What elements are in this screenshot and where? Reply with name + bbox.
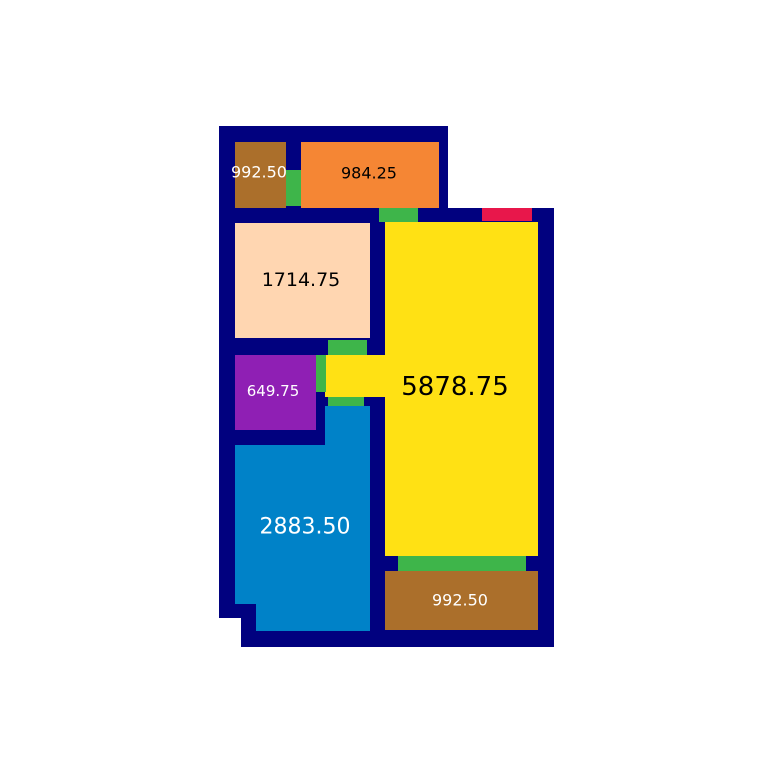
room-blue [235, 406, 370, 631]
entrance-door [482, 208, 532, 221]
room-yellow [325, 222, 538, 556]
door-top-left [286, 170, 301, 206]
door-peach [328, 340, 367, 355]
room-purple [235, 355, 316, 430]
room-label-top-orange: 984.25 [341, 164, 397, 183]
room-bottom-brown [385, 571, 538, 630]
rooms [235, 142, 538, 631]
door-blue [328, 397, 364, 406]
room-label-yellow: 5878.75 [401, 372, 509, 402]
room-labels: 992.50 984.25 1714.75 649.75 2883.50 587… [231, 163, 509, 610]
door-purple [316, 355, 326, 392]
door-bottom-brown [398, 556, 526, 571]
door-top-yellow [379, 208, 418, 222]
doors [286, 170, 532, 571]
room-label-top-left-brown: 992.50 [231, 163, 287, 182]
room-top-orange [301, 142, 439, 208]
room-label-purple: 649.75 [247, 382, 300, 400]
room-top-left-brown [235, 142, 286, 208]
room-peach [235, 223, 370, 338]
room-label-blue: 2883.50 [260, 515, 351, 540]
room-label-peach: 1714.75 [262, 269, 341, 291]
room-label-bottom-brown: 992.50 [432, 591, 488, 610]
